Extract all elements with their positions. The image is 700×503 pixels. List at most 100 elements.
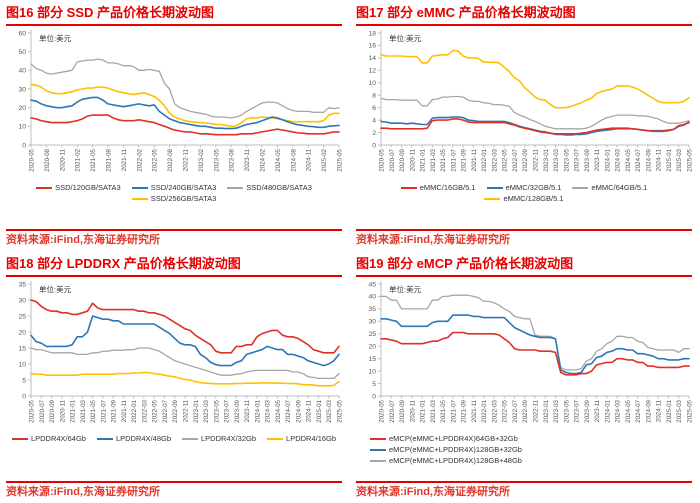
x-tick-label: 2021-01 <box>420 148 427 171</box>
source-note: 资料来源:iFind,东海证券研究所 <box>6 486 160 498</box>
legend-item: LPDDR4/16Gb <box>267 434 336 444</box>
source-note: 资料来源:iFind,东海证券研究所 <box>356 486 510 498</box>
y-tick-label: 10 <box>368 368 376 375</box>
panel-title-emcp: 图19 部分 eMCP 产品价格长期波动图 <box>356 256 574 271</box>
x-tick-label: 2021-09 <box>111 399 118 422</box>
x-tick-label: 2023-03 <box>553 399 560 422</box>
legend-label: SSD/240GB/SATA3 <box>150 183 217 192</box>
x-tick-label: 2022-01 <box>481 399 488 422</box>
x-tick-label: 2024-03 <box>265 399 272 422</box>
x-tick-label: 2025-05 <box>337 148 343 171</box>
source-note: 资料来源:iFind,东海证券研究所 <box>6 234 160 246</box>
emcp-legend: eMCP(eMMC+LPDDR4X)64GB+32Gb eMCP(eMMC+LPD… <box>356 434 692 466</box>
x-tick-label: 2025-03 <box>676 148 683 171</box>
x-tick-label: 2024-11 <box>306 148 313 171</box>
y-tick-label: 2 <box>372 130 376 137</box>
legend-swatch <box>572 187 589 189</box>
y-tick-label: 0 <box>372 393 376 400</box>
series-line-LPDDR4X/32Gb <box>30 347 340 380</box>
legend-item: eMCP(eMMC+LPDDR4X)128GB+48Gb <box>370 456 522 466</box>
x-tick-label: 2021-03 <box>430 399 437 422</box>
y-tick-label: 5 <box>372 381 376 388</box>
title-underline <box>6 24 342 26</box>
x-tick-label: 2021-05 <box>90 399 97 422</box>
x-tick-label: 2025-01 <box>666 148 673 171</box>
x-tick-label: 2021-05 <box>440 399 447 422</box>
x-tick-label: 2021-09 <box>461 399 468 422</box>
x-tick-label: 2020-11 <box>59 399 66 422</box>
y-tick-label: 14 <box>368 55 376 62</box>
x-tick-label: 2023-05 <box>563 148 570 171</box>
x-tick-label: 2022-01 <box>481 148 488 171</box>
x-tick-label: 2023-01 <box>543 399 550 422</box>
x-tick-label: 2022-08 <box>167 148 174 171</box>
series-line-eMMC/16GB/5.1 <box>380 118 690 135</box>
x-tick-label: 2024-02 <box>260 148 267 171</box>
series-line-SSD/120GB/SATA3 <box>30 114 340 136</box>
x-tick-label: 2021-11 <box>121 148 128 171</box>
x-tick-label: 2024-01 <box>604 399 611 422</box>
x-tick-label: 2022-07 <box>512 399 519 422</box>
x-tick-label: 2020-09 <box>399 148 406 171</box>
legend-item: eMCP(eMMC+LPDDR4X)64GB+32Gb <box>370 434 518 444</box>
axes: 0 2 4 6 8 10 12 14 16 18 <box>368 30 689 149</box>
y-tick-label: 10 <box>368 80 376 87</box>
title-underline <box>356 275 692 277</box>
x-tick-label: 2024-01 <box>604 148 611 171</box>
x-tick-label: 2021-01 <box>70 399 77 422</box>
chart-panel-emcp: 图19 部分 eMCP 产品价格长期波动图 0 5 10 15 20 25 30 35 40 45… <box>350 251 700 503</box>
x-tick-label: 2022-09 <box>172 399 179 422</box>
x-tick-label: 2024-09 <box>295 399 302 422</box>
x-tick-label: 2020-11 <box>409 148 416 171</box>
x-axis-labels: 2020-05 2020-08 2020-11 2021-02 2021-05 2021-… <box>29 145 343 172</box>
series-line-LPDDR4X/64Gb <box>30 299 340 354</box>
line-chart-svg: 0 5 10 15 20 25 30 35 单位:美元 2020-05 2020-07 2020-09… <box>18 281 342 423</box>
x-tick-label: 2024-05 <box>625 148 632 171</box>
series-line-LPDDR4X/48Gb <box>30 315 340 367</box>
x-tick-label: 2022-05 <box>502 148 509 171</box>
x-tick-label: 2020-11 <box>409 399 416 422</box>
source-divider: 资料来源:iFind,东海证券研究所 <box>356 229 692 247</box>
y-tick-label: 6 <box>372 105 376 112</box>
x-tick-label: 2020-09 <box>399 399 406 422</box>
series-line-LPDDR4/16Gb <box>30 371 340 387</box>
x-tick-label: 2022-03 <box>491 399 498 422</box>
legend-swatch <box>131 187 148 189</box>
x-tick-label: 2023-02 <box>198 148 205 171</box>
y-tick-label: 0 <box>22 142 26 149</box>
legend-label: eMCP(eMMC+LPDDR4X)128GB+32Gb <box>389 445 522 454</box>
x-tick-label: 2020-07 <box>39 399 46 422</box>
title-underline <box>356 24 692 26</box>
y-tick-label: 40 <box>368 294 376 301</box>
x-axis-labels: 2020-05 2020-07 2020-09 2020-11 2021-01 2021-… <box>379 145 692 172</box>
x-tick-label: 2020-09 <box>49 399 56 422</box>
legend-swatch <box>370 438 386 440</box>
x-tick-label: 2023-05 <box>563 399 570 422</box>
y-tick-label: 20 <box>18 329 26 336</box>
x-tick-label: 2024-07 <box>635 148 642 171</box>
x-tick-label: 2023-03 <box>203 399 210 422</box>
emmc-legend: eMMC/16GB/5.1 eMMC/32GB/5.1 eMMC/64GB/5.1 e… <box>356 183 692 204</box>
legend-item: LPDDR4X/32Gb <box>182 434 256 444</box>
line-chart-svg: 0 2 4 6 8 10 12 14 16 18 单位:美元 2020-05 2020-07 2020-0… <box>368 30 692 172</box>
x-tick-label: 2022-11 <box>533 399 540 422</box>
legend-item: eMMC/16GB/5.1 <box>400 183 476 193</box>
x-tick-label: 2022-01 <box>131 399 138 422</box>
series-line-SSD/480GB/SATA3 <box>30 58 340 119</box>
series-line-eMMC/64GB/5.1 <box>380 95 690 130</box>
x-tick-label: 2025-03 <box>326 399 333 422</box>
legend-label: LPDDR4/16Gb <box>286 434 337 443</box>
legend-label: eMMC/32GB/5.1 <box>505 183 562 192</box>
x-tick-label: 2024-08 <box>290 148 297 171</box>
x-tick-label: 2023-01 <box>543 148 550 171</box>
legend-swatch <box>267 438 284 440</box>
y-tick-label: 60 <box>18 30 26 37</box>
axes: 0 5 10 15 20 25 30 35 <box>18 281 339 400</box>
legend-label: eMMC/16GB/5.1 <box>419 183 476 192</box>
legend-label: SSD/480GB/SATA3 <box>246 183 312 192</box>
legend-swatch <box>370 460 386 462</box>
x-tick-label: 2024-11 <box>656 148 663 171</box>
y-tick-label: 0 <box>372 142 376 149</box>
x-tick-label: 2023-11 <box>594 148 601 171</box>
x-tick-label: 2025-01 <box>666 399 673 422</box>
